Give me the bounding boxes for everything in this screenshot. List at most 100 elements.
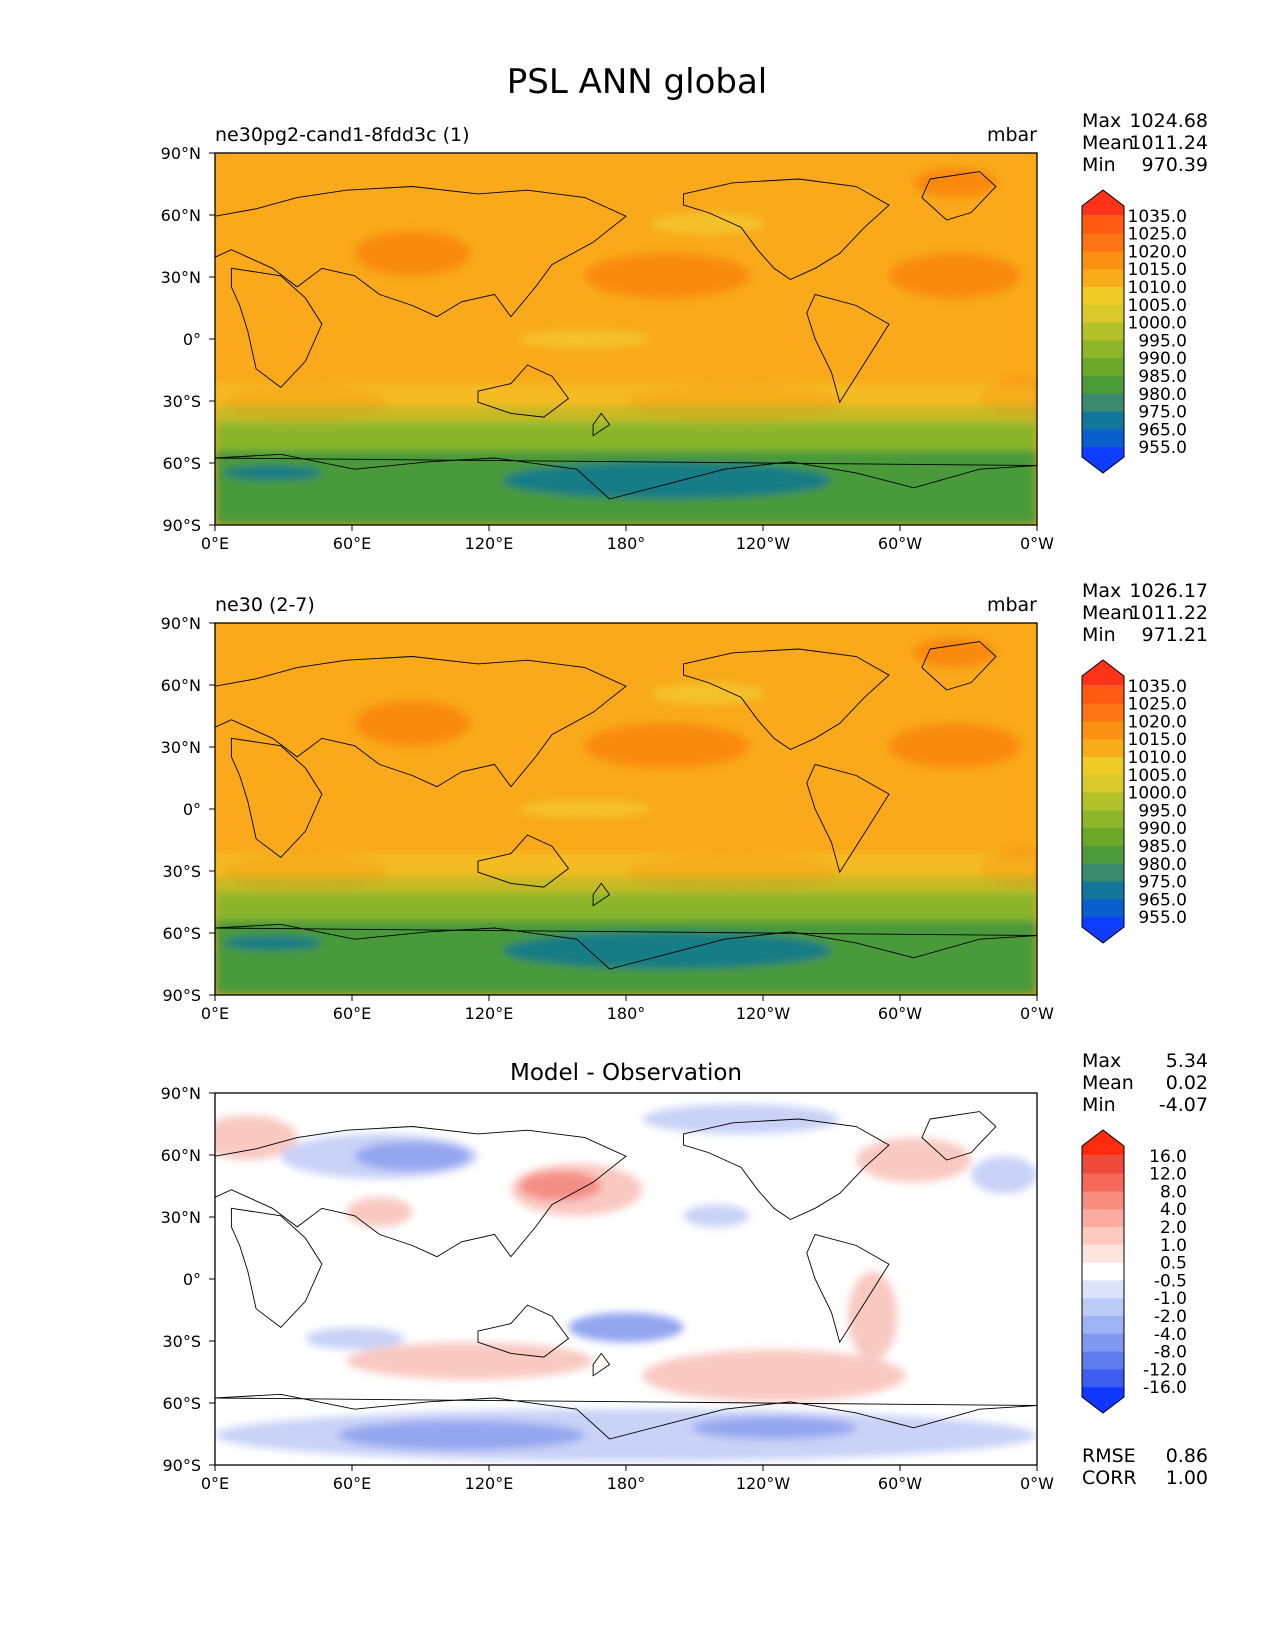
stat-label: Max: [1082, 1050, 1121, 1072]
region-positive: [519, 1171, 602, 1201]
lon-tick-label: 0°E: [201, 534, 229, 553]
region-negative: [568, 1312, 684, 1343]
colorbar-swatch: [1082, 1387, 1124, 1413]
coastline: [683, 648, 890, 751]
colorbar-level-label: 1.0: [1160, 1236, 1187, 1256]
colorbar-level-label: 1010.0: [1128, 748, 1187, 768]
stat-value: 0.02: [1166, 1072, 1208, 1094]
colorbar-level-label: 965.0: [1138, 890, 1187, 910]
colorbar-level-label: 990.0: [1138, 349, 1187, 369]
region-negative_weak: [642, 1104, 840, 1134]
colorbar-swatch: [1082, 1244, 1124, 1264]
colorbar-swatch: [1082, 1351, 1124, 1370]
coastline: [230, 267, 323, 389]
colorbar: 16.012.08.04.02.01.00.5-0.5-1.0-2.0-4.0-…: [1081, 1129, 1187, 1414]
lat-tick-label: 30°N: [161, 1208, 201, 1227]
coastline: [215, 656, 627, 788]
colorbar-level-label: 1005.0: [1128, 296, 1187, 316]
colorbar-swatch: [1082, 1262, 1124, 1281]
region-antarctic_trough: [223, 465, 322, 481]
colorbar-swatch: [1082, 828, 1124, 847]
panel-title: ne30 (2-7): [215, 594, 315, 616]
colorbar-level-label: 995.0: [1138, 801, 1187, 821]
colorbar-level-label: 1000.0: [1128, 314, 1187, 334]
colorbar-level-label: -16.0: [1143, 1378, 1187, 1398]
region-gradient-band: [215, 383, 1037, 406]
stat-value: 1024.68: [1129, 110, 1208, 132]
colorbar-level-label: 1000.0: [1128, 784, 1187, 804]
region-positive_weak: [847, 1271, 898, 1361]
lat-tick-label: 60°S: [162, 924, 201, 943]
colorbar-outline: [1081, 1129, 1125, 1414]
colorbar-level-label: 985.0: [1138, 837, 1187, 857]
region-subtropical_high: [913, 167, 996, 198]
metric-value: 1.00: [1166, 1467, 1208, 1489]
colorbar: 1035.01025.01020.01015.01010.01005.01000…: [1081, 659, 1187, 944]
stat-label: Max: [1082, 580, 1121, 602]
colorbar-swatch: [1082, 810, 1124, 829]
colorbar-level-label: 965.0: [1138, 420, 1187, 440]
region-tropical_low: [519, 329, 651, 349]
region-negative_weak: [305, 1327, 405, 1350]
coastlines: [215, 1111, 1037, 1440]
lon-tick-label: 180°: [607, 1474, 646, 1493]
colorbar-swatch: [1082, 304, 1124, 324]
colorbar-level-label: 1015.0: [1128, 730, 1187, 750]
colorbar-level-label: 1010.0: [1128, 278, 1187, 298]
lat-tick-label: 90°N: [161, 614, 201, 633]
colorbar-level-label: 1015.0: [1128, 260, 1187, 280]
contour-field-1: [215, 153, 1037, 525]
colorbar-swatch: [1082, 660, 1124, 686]
coastline: [477, 834, 570, 888]
colorbar-swatch: [1082, 1316, 1124, 1335]
colorbar-swatch: [1082, 269, 1124, 288]
region-subtropical_high: [354, 701, 470, 746]
colorbar-swatch: [1082, 322, 1124, 341]
colorbar-swatch: [1082, 757, 1124, 776]
region-gradient-band: [215, 405, 1037, 425]
coastline: [477, 364, 570, 418]
lat-tick-label: 90°S: [162, 986, 201, 1005]
stat-value: 1011.22: [1129, 602, 1208, 624]
colorbar-level-label: 975.0: [1138, 403, 1187, 423]
colorbar-level-label: 4.0: [1160, 1200, 1187, 1220]
region-negative_weak: [971, 1156, 1037, 1194]
colorbar-level-label: -2.0: [1154, 1307, 1187, 1327]
colorbar-level-label: 2.0: [1160, 1218, 1187, 1238]
lon-tick-label: 0°E: [201, 1004, 229, 1023]
colorbar-level-label: 1035.0: [1128, 207, 1187, 227]
lon-tick-label: 60°W: [878, 534, 922, 553]
panel-title: Model - Observation: [510, 1060, 742, 1086]
colorbar-level-label: 975.0: [1138, 873, 1187, 893]
colorbar-swatch: [1082, 1155, 1124, 1175]
colorbar-level-label: 990.0: [1138, 819, 1187, 839]
panels-group: 90°N60°N30°N0°30°S60°S90°S0°E 60°E 120°E 18…: [161, 110, 1208, 1493]
colorbar-swatch: [1082, 739, 1124, 758]
colorbar-level-label: 12.0: [1149, 1165, 1187, 1185]
lon-tick-label: 60°E: [333, 1004, 371, 1023]
region-positive_weak: [346, 1342, 594, 1380]
lat-tick-label: 90°S: [162, 516, 201, 535]
coastline: [230, 1207, 323, 1329]
lat-tick-label: 0°: [183, 1270, 201, 1289]
colorbar-level-label: 980.0: [1138, 855, 1187, 875]
lon-tick-label: 60°W: [878, 1474, 922, 1493]
colorbar-swatch: [1082, 1280, 1124, 1299]
panel-title: ne30pg2-cand1-8fdd3c (1): [215, 124, 470, 146]
region-antarctic_trough: [223, 935, 322, 951]
metric-value: 0.86: [1166, 1445, 1208, 1467]
lon-tick-label: 180°: [607, 1004, 646, 1023]
map-panel-3: 90°N 60°N 30°N 0° 30°S 60°S 90°S0°E 60°E 120°E 18…: [161, 1050, 1208, 1493]
lat-tick-label: 30°S: [162, 392, 201, 411]
figure-title: PSL ANN global: [507, 62, 767, 102]
lon-tick-label: 120°W: [736, 534, 791, 553]
colorbar-level-label: 995.0: [1138, 331, 1187, 351]
lon-tick-label: 0°W: [1020, 534, 1054, 553]
lat-tick-label: 0°: [183, 330, 201, 349]
region-antarctic_trough: [502, 461, 832, 499]
colorbar-level-label: 1020.0: [1128, 712, 1187, 732]
region-subpolar_band: [215, 890, 1037, 921]
lon-tick-label: 180°: [607, 534, 646, 553]
colorbar: 1035.01025.01020.01015.01010.01005.01000…: [1081, 189, 1187, 474]
